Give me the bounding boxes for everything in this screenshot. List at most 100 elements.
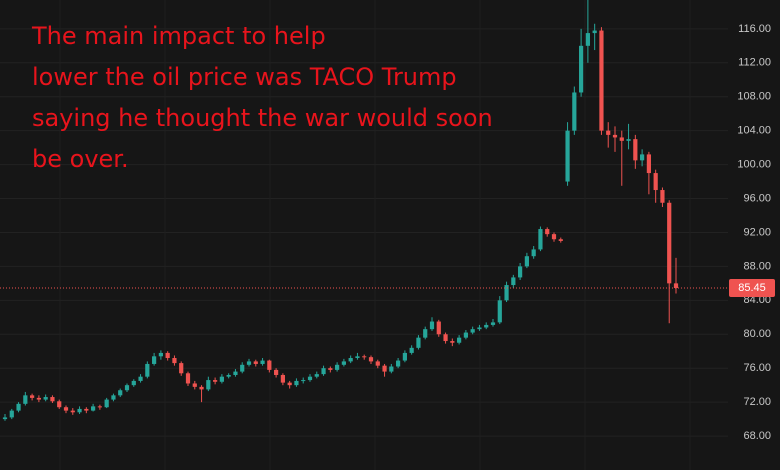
candle-body: [585, 33, 590, 46]
annotation-line: lower the oil price was TACO Trump: [32, 63, 457, 91]
candle-body: [341, 361, 346, 365]
y-tick-label: 112.00: [738, 57, 771, 69]
candle-body: [267, 360, 272, 370]
candle-body: [50, 397, 55, 402]
y-tick-label: 104.00: [737, 125, 771, 137]
candle-body: [402, 352, 407, 361]
candle-body: [165, 352, 170, 359]
candle-body: [667, 202, 672, 284]
candle-body: [70, 410, 75, 413]
candle-body: [673, 283, 679, 289]
candle-body: [531, 249, 536, 257]
candle-body: [16, 403, 21, 411]
candle-body: [226, 374, 231, 377]
last-price-label: 85.45: [738, 282, 766, 294]
candle-body: [57, 401, 62, 408]
candle-body: [287, 382, 292, 386]
candle-body: [185, 373, 191, 384]
y-tick-label: 108.00: [737, 91, 771, 103]
candle-body: [470, 329, 475, 333]
candle-body: [436, 321, 441, 335]
candle-body: [463, 332, 468, 338]
candle-body: [219, 376, 224, 382]
candle-body: [640, 154, 645, 161]
candle-body: [172, 358, 177, 364]
candle-body: [375, 361, 380, 366]
candle-body: [484, 324, 489, 328]
candle-body: [524, 256, 529, 267]
candle-body: [409, 347, 414, 353]
candle-body: [382, 365, 387, 372]
candle-body: [124, 385, 130, 391]
y-tick-label: 72.00: [743, 396, 771, 408]
candle-body: [199, 386, 204, 390]
candle-body: [504, 285, 509, 301]
y-tick-label: 76.00: [743, 362, 771, 374]
candle-body: [362, 356, 367, 358]
candle-body: [158, 352, 163, 357]
candle-body: [572, 92, 577, 131]
candle-body: [423, 329, 428, 338]
candle-body: [497, 300, 502, 323]
candle-body: [294, 380, 299, 386]
candle-body: [348, 358, 353, 362]
candle-body: [633, 139, 638, 161]
candle-body: [43, 397, 48, 400]
candle-body: [518, 266, 523, 278]
candle-body: [280, 374, 285, 383]
y-tick-label: 88.00: [743, 260, 771, 272]
candle-body: [626, 139, 631, 141]
y-tick-label: 92.00: [743, 226, 771, 238]
candle-body: [355, 356, 360, 359]
candle-body: [206, 380, 211, 390]
candle-body: [646, 154, 651, 174]
candle-body: [314, 374, 319, 377]
candle-body: [389, 366, 394, 372]
candle-body: [565, 130, 570, 182]
y-tick-label: 84.00: [743, 294, 771, 306]
candle-body: [36, 397, 41, 400]
candle-body: [443, 334, 448, 342]
candle-body: [253, 361, 258, 364]
candle-body: [538, 229, 543, 250]
candle-body: [619, 137, 624, 141]
y-tick-label: 80.00: [743, 328, 771, 340]
y-tick-label: 96.00: [743, 192, 771, 204]
candle-body: [490, 322, 496, 325]
candle-body: [145, 363, 150, 377]
overlay: 68.00 72.00 76.00 80.00 84.00 88.00 92.00 96.00…: [0, 22, 775, 442]
candle-body: [138, 376, 143, 381]
candle-body: [660, 190, 665, 203]
candle-body: [653, 173, 658, 191]
candle-body: [301, 380, 306, 382]
candle-body: [97, 406, 102, 408]
candle-body: [599, 30, 604, 131]
annotation-line: The main impact to help: [31, 22, 326, 50]
candle-body: [131, 380, 136, 386]
candle-body: [77, 408, 82, 413]
candle-body: [511, 277, 516, 286]
candle-body: [91, 406, 96, 411]
candle-body: [30, 395, 35, 398]
candle-body: [416, 337, 421, 348]
candle-body: [104, 399, 109, 408]
y-tick-label: 116.00: [738, 23, 771, 35]
candle-body: [84, 408, 89, 411]
candle-body: [429, 321, 435, 330]
candle-body: [260, 360, 265, 364]
candle-body: [450, 341, 455, 343]
candle-body: [274, 369, 279, 375]
grid: [0, 28, 728, 437]
last-price-box: [729, 279, 775, 298]
candle-body: [551, 234, 557, 240]
candle-body: [477, 327, 482, 330]
candle-body: [111, 395, 116, 400]
candle-body: [579, 45, 584, 93]
candle-body: [240, 364, 245, 372]
candle-body: [213, 380, 218, 382]
y-tick-label: 68.00: [743, 430, 771, 442]
candle-body: [368, 357, 374, 362]
